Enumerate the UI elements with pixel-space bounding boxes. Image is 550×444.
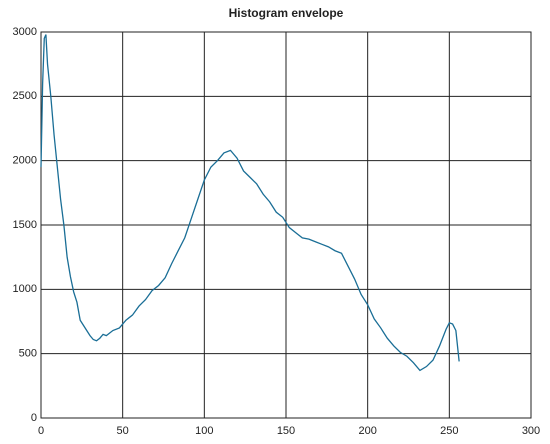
chart-title: Histogram envelope bbox=[229, 6, 344, 20]
x-tick-label: 250 bbox=[440, 425, 458, 437]
y-tick-label: 1000 bbox=[13, 283, 37, 295]
x-tick-label: 0 bbox=[38, 425, 44, 437]
x-tick-label: 300 bbox=[522, 425, 540, 437]
x-tick-label: 50 bbox=[117, 425, 129, 437]
data-line bbox=[40, 34, 460, 372]
y-tick-label: 2000 bbox=[13, 155, 37, 167]
x-tick-label: 200 bbox=[358, 425, 376, 437]
x-tick-label: 100 bbox=[195, 425, 213, 437]
y-tick-label: 0 bbox=[31, 412, 37, 424]
y-tick-label: 3000 bbox=[13, 26, 37, 38]
y-tick-label: 1500 bbox=[13, 219, 37, 231]
x-tick-label: 150 bbox=[277, 425, 295, 437]
y-tick-label: 500 bbox=[19, 348, 37, 360]
y-tick-label: 2500 bbox=[13, 90, 37, 102]
